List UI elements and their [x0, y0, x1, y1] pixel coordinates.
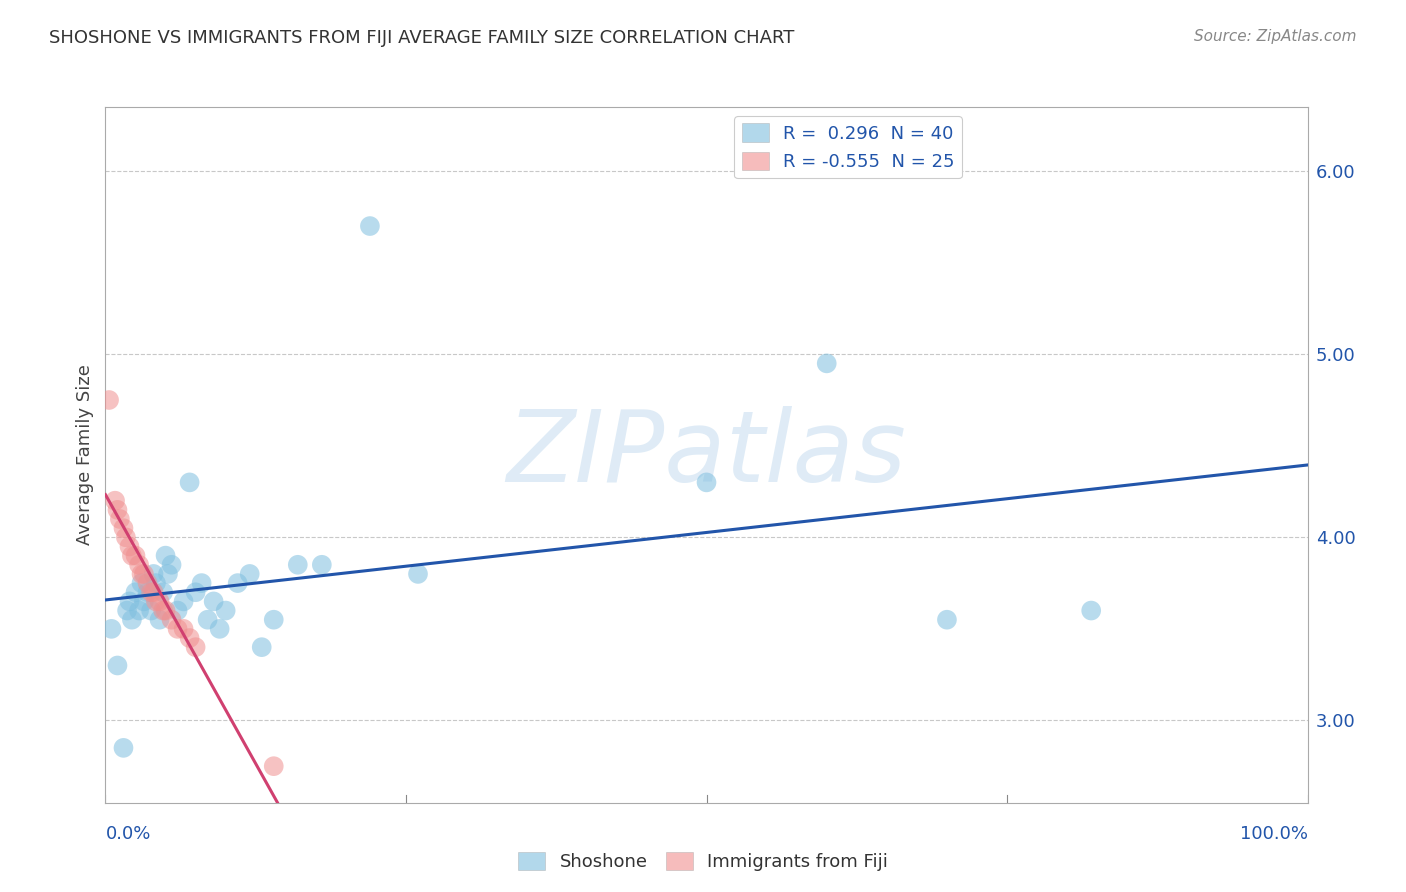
Point	[115, 530, 138, 544]
Point	[131, 566, 153, 581]
Point	[152, 585, 174, 599]
Point	[124, 549, 146, 563]
Point	[104, 493, 127, 508]
Point	[107, 658, 129, 673]
Point	[139, 603, 162, 617]
Point	[160, 558, 183, 572]
Point	[121, 549, 143, 563]
Point	[184, 585, 207, 599]
Point	[156, 566, 179, 581]
Point	[173, 622, 195, 636]
Point	[179, 475, 201, 490]
Point	[148, 613, 170, 627]
Point	[128, 558, 150, 572]
Point	[815, 356, 838, 370]
Point	[118, 540, 141, 554]
Point	[155, 549, 177, 563]
Point	[107, 503, 129, 517]
Point	[202, 594, 225, 608]
Legend: Shoshone, Immigrants from Fiji: Shoshone, Immigrants from Fiji	[510, 845, 896, 879]
Point	[406, 566, 429, 581]
Point	[115, 603, 138, 617]
Point	[112, 740, 135, 755]
Point	[148, 594, 170, 608]
Point	[155, 603, 177, 617]
Point	[132, 594, 155, 608]
Point	[166, 622, 188, 636]
Point	[118, 594, 141, 608]
Point	[287, 558, 309, 572]
Point	[179, 631, 201, 645]
Point	[359, 219, 381, 233]
Point	[98, 392, 121, 407]
Point	[160, 613, 183, 627]
Point	[250, 640, 273, 655]
Point	[208, 622, 231, 636]
Point	[263, 759, 285, 773]
Point	[184, 640, 207, 655]
Legend: R =  0.296  N = 40, R = -0.555  N = 25: R = 0.296 N = 40, R = -0.555 N = 25	[734, 116, 962, 178]
Point	[142, 585, 165, 599]
Point	[1080, 603, 1102, 617]
Point	[124, 585, 146, 599]
Point	[190, 576, 212, 591]
Point	[100, 622, 122, 636]
Text: 100.0%: 100.0%	[1240, 825, 1308, 843]
Text: ZIPatlas: ZIPatlas	[506, 407, 907, 503]
Point	[173, 594, 195, 608]
Point	[136, 576, 159, 591]
Y-axis label: Average Family Size: Average Family Size	[76, 365, 94, 545]
Point	[108, 512, 131, 526]
Point	[128, 603, 150, 617]
Point	[145, 576, 167, 591]
Point	[696, 475, 718, 490]
Point	[239, 566, 262, 581]
Point	[132, 566, 155, 581]
Point	[112, 521, 135, 535]
Point	[142, 566, 165, 581]
Point	[136, 585, 159, 599]
Point	[263, 613, 285, 627]
Point	[131, 576, 153, 591]
Point	[214, 603, 236, 617]
Text: 0.0%: 0.0%	[105, 825, 150, 843]
Point	[145, 594, 167, 608]
Point	[226, 576, 249, 591]
Point	[197, 613, 219, 627]
Point	[152, 603, 174, 617]
Text: SHOSHONE VS IMMIGRANTS FROM FIJI AVERAGE FAMILY SIZE CORRELATION CHART: SHOSHONE VS IMMIGRANTS FROM FIJI AVERAGE…	[49, 29, 794, 46]
Point	[311, 558, 333, 572]
Point	[121, 613, 143, 627]
Point	[936, 613, 959, 627]
Point	[139, 585, 162, 599]
Point	[166, 603, 188, 617]
Text: Source: ZipAtlas.com: Source: ZipAtlas.com	[1194, 29, 1357, 44]
